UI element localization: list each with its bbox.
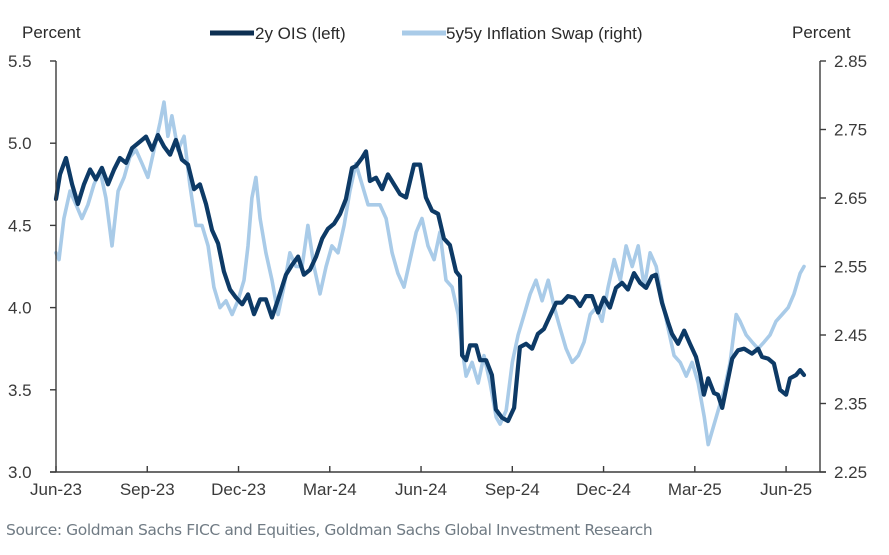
source-note: Source: Goldman Sachs FICC and Equities,… (6, 521, 653, 539)
x-axis-tick-label: Sep-24 (485, 480, 540, 499)
plot-area (53, 100, 807, 447)
legend-label-ois: 2y OIS (left) (255, 24, 346, 43)
left-axis-tick-label: 3.5 (8, 381, 32, 400)
right-axis-tick-label: 2.55 (834, 258, 867, 277)
right-axis-tick-label: 2.35 (834, 395, 867, 414)
left-axis-unit-label: Percent (22, 23, 81, 42)
axes: 3.0 3.5 4.0 4.5 5.0 5.5 2.25 2.35 2.45 2.55 2.65 2.… (8, 52, 867, 499)
left-axis-tick-label: 4.0 (8, 299, 32, 318)
right-axis-tick-label: 2.25 (834, 463, 867, 482)
left-axis-tick-label: 3.0 (8, 463, 32, 482)
x-axis-tick-label: Jun-24 (395, 480, 447, 499)
left-axis-tick-label: 5.5 (8, 52, 32, 71)
right-axis-tick-label: 2.65 (834, 189, 867, 208)
left-axis-tick-label: 5.0 (8, 134, 32, 153)
x-axis-tick-label: Mar-24 (303, 480, 357, 499)
series-line-ois (53, 132, 807, 424)
right-axis-tick-label: 2.85 (834, 52, 867, 71)
legend-label-inflation-swap: 5y5y Inflation Swap (right) (446, 24, 643, 43)
x-axis-tick-label: Dec-23 (211, 480, 266, 499)
x-axis-tick-label: Sep-23 (120, 480, 175, 499)
right-axis-tick-label: 2.75 (834, 121, 867, 140)
x-axis-tick-label: Mar-25 (668, 480, 722, 499)
right-axis-tick-label: 2.45 (834, 326, 867, 345)
legend: 2y OIS (left) 5y5y Inflation Swap (right… (210, 24, 643, 43)
x-axis-tick-label: Jun-25 (760, 480, 812, 499)
x-axis-tick-label: Dec-24 (576, 480, 631, 499)
chart: Percent Percent 2y OIS (left) 5y5y Infla… (8, 23, 867, 499)
x-axis-tick-label: Jun-23 (30, 480, 82, 499)
left-axis-tick-label: 4.5 (8, 216, 32, 235)
right-axis-unit-label: Percent (792, 23, 851, 42)
